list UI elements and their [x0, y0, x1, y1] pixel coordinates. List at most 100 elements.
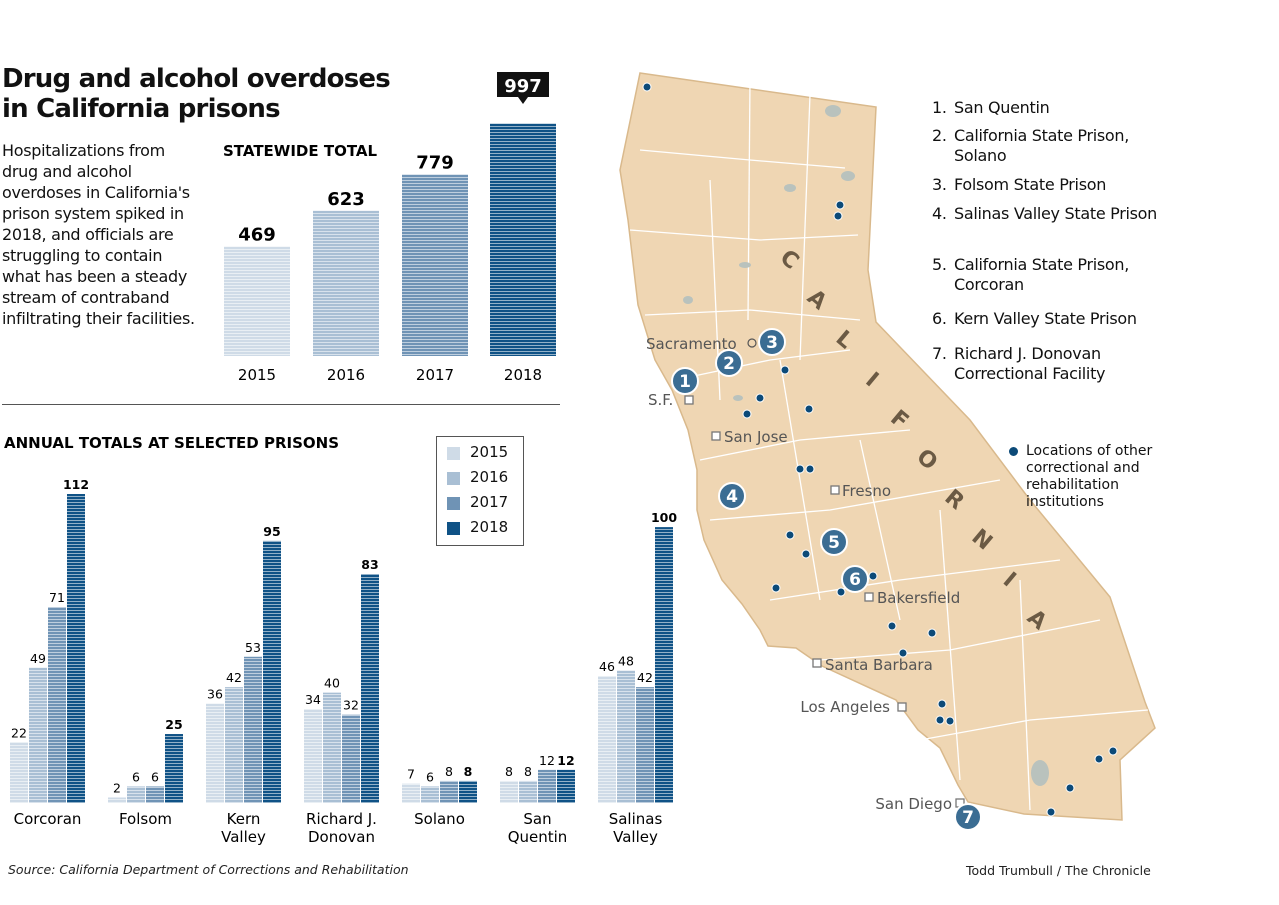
prison-list-number: 3. [932, 175, 947, 194]
bar-texture-kern-valley-2017 [244, 656, 262, 803]
institution-dot-icon [1108, 746, 1118, 756]
bar-texture-richard-j-donovan-2017 [342, 714, 360, 803]
institution-dot-icon [785, 530, 795, 540]
lake-shape [841, 171, 855, 181]
city-label-santa-barbara: Santa Barbara [825, 656, 933, 674]
bar-texture-san-quentin-2018 [557, 769, 575, 803]
bar-texture-folsom-2015 [108, 797, 126, 803]
bar-texture-solano-2016 [421, 786, 439, 803]
bar-value-label: 32 [343, 698, 359, 713]
prison-list-name: San Quentin [954, 98, 1050, 117]
legend-swatch-2015 [447, 447, 460, 460]
institution-dot-icon [795, 464, 805, 474]
bar-texture-salinas-valley-2016 [617, 670, 635, 803]
institution-dot-icon [945, 716, 955, 726]
county-border [779, 359, 821, 601]
category-label: Richard J. [306, 810, 377, 828]
statewide-value-label: 469 [238, 225, 276, 246]
city-label-sacramento: Sacramento [646, 335, 737, 353]
county-border [747, 79, 751, 321]
city-label-los-angeles: Los Angeles [800, 698, 890, 716]
statewide-bar-texture-2017 [402, 174, 468, 356]
category-label: Folsom [119, 810, 172, 828]
bar-value-label: 40 [324, 676, 340, 691]
city-square-icon [864, 592, 874, 602]
prison-list-number: 2. [932, 126, 947, 145]
bar-value-label: 95 [263, 524, 280, 539]
bar-texture-salinas-valley-2017 [636, 687, 654, 803]
prison-list-number: 5. [932, 255, 947, 274]
bar-texture-corcoran-2015 [10, 742, 28, 803]
bar-value-label: 83 [361, 557, 378, 572]
bar-value-label: 8 [464, 764, 473, 779]
legend-swatch-2016 [447, 472, 460, 485]
institution-dot-icon [1046, 807, 1056, 817]
bar-texture-richard-j-donovan-2015 [304, 709, 322, 803]
statewide-year-label: 2018 [504, 366, 542, 384]
title-line-1: Drug and alcohol overdoses [2, 64, 391, 94]
county-border [939, 509, 961, 781]
prison-marker-label: 3 [766, 333, 778, 353]
prison-marker-6 [841, 565, 869, 593]
county-border [629, 229, 859, 241]
lake-shape [784, 184, 796, 192]
prison-marker-label: 4 [726, 487, 738, 507]
institution-dot-icon [927, 628, 937, 638]
description: Hospitalizations from drug and alcohol o… [2, 141, 195, 328]
bar-value-label: 112 [63, 477, 89, 492]
category-label: Valley [613, 828, 658, 846]
statewide-total-chart: STATEWIDE TOTAL 2015 469 2016 623 2017 779 201… [223, 72, 556, 384]
city-label-bakersfield: Bakersfield [877, 589, 960, 607]
bar-value-label: 6 [132, 769, 140, 784]
prison-marker-label: 2 [723, 354, 735, 374]
institution-dot-icon [755, 393, 765, 403]
legend-label-2016: 2016 [470, 468, 509, 486]
category-label: Quentin [508, 828, 568, 846]
bar-texture-richard-j-donovan-2018 [361, 574, 379, 803]
legend-swatch-2018 [447, 522, 460, 535]
dot-legend-text: Locations of other correctional and reha… [1026, 443, 1153, 510]
county-border [799, 94, 811, 361]
bar-value-label: 8 [524, 764, 532, 779]
prison-list-name: Kern Valley State Prison [954, 309, 1137, 328]
institution-dot-icon [1094, 754, 1104, 764]
bar-value-label: 2 [113, 780, 121, 795]
prison-list-name: Folsom State Prison [954, 175, 1107, 194]
statewide-year-label: 2016 [327, 366, 365, 384]
institution-dot-icon [833, 211, 843, 221]
bar-texture-kern-valley-2016 [225, 687, 243, 803]
lake-shape [825, 105, 841, 117]
county-border [639, 149, 846, 169]
prison-list-name: California State Prison, Corcoran [954, 255, 1130, 294]
prison-marker-label: 7 [962, 808, 974, 828]
institution-dot-icon [898, 648, 908, 658]
bar-value-label: 6 [151, 769, 159, 784]
bar-value-label: 100 [651, 510, 677, 525]
statewide-bar-texture-2016 [313, 210, 379, 356]
lake-shape [733, 395, 743, 401]
category-label: San [523, 810, 551, 828]
prison-marker-4 [718, 482, 746, 510]
bar-texture-san-quentin-2016 [519, 780, 537, 803]
city-label-san-diego: San Diego [875, 795, 952, 813]
lake-shape [1031, 760, 1049, 786]
divider [2, 404, 560, 405]
prison-marker-label: 1 [679, 372, 691, 392]
bar-texture-salinas-valley-2015 [598, 676, 616, 803]
county-border [709, 479, 1001, 521]
bar-value-label: 48 [618, 654, 634, 669]
prison-marker-3 [758, 328, 786, 356]
prison-list-name: Salinas Valley State Prison [954, 204, 1158, 223]
category-label: Donovan [308, 828, 375, 846]
prison-chart-title: ANNUAL TOTALS AT SELECTED PRISONS [4, 434, 339, 452]
prison-list-number: 1. [932, 98, 947, 117]
prison-marker-2 [715, 349, 743, 377]
bar-value-label: 6 [426, 769, 434, 784]
bar-value-label: 49 [30, 651, 46, 666]
bar-texture-folsom-2016 [127, 786, 145, 803]
category-label: Solano [414, 810, 465, 828]
prison-list-number: 6. [932, 309, 947, 328]
city-square-icon [830, 485, 840, 495]
city-label-san-jose: San Jose [724, 428, 788, 446]
